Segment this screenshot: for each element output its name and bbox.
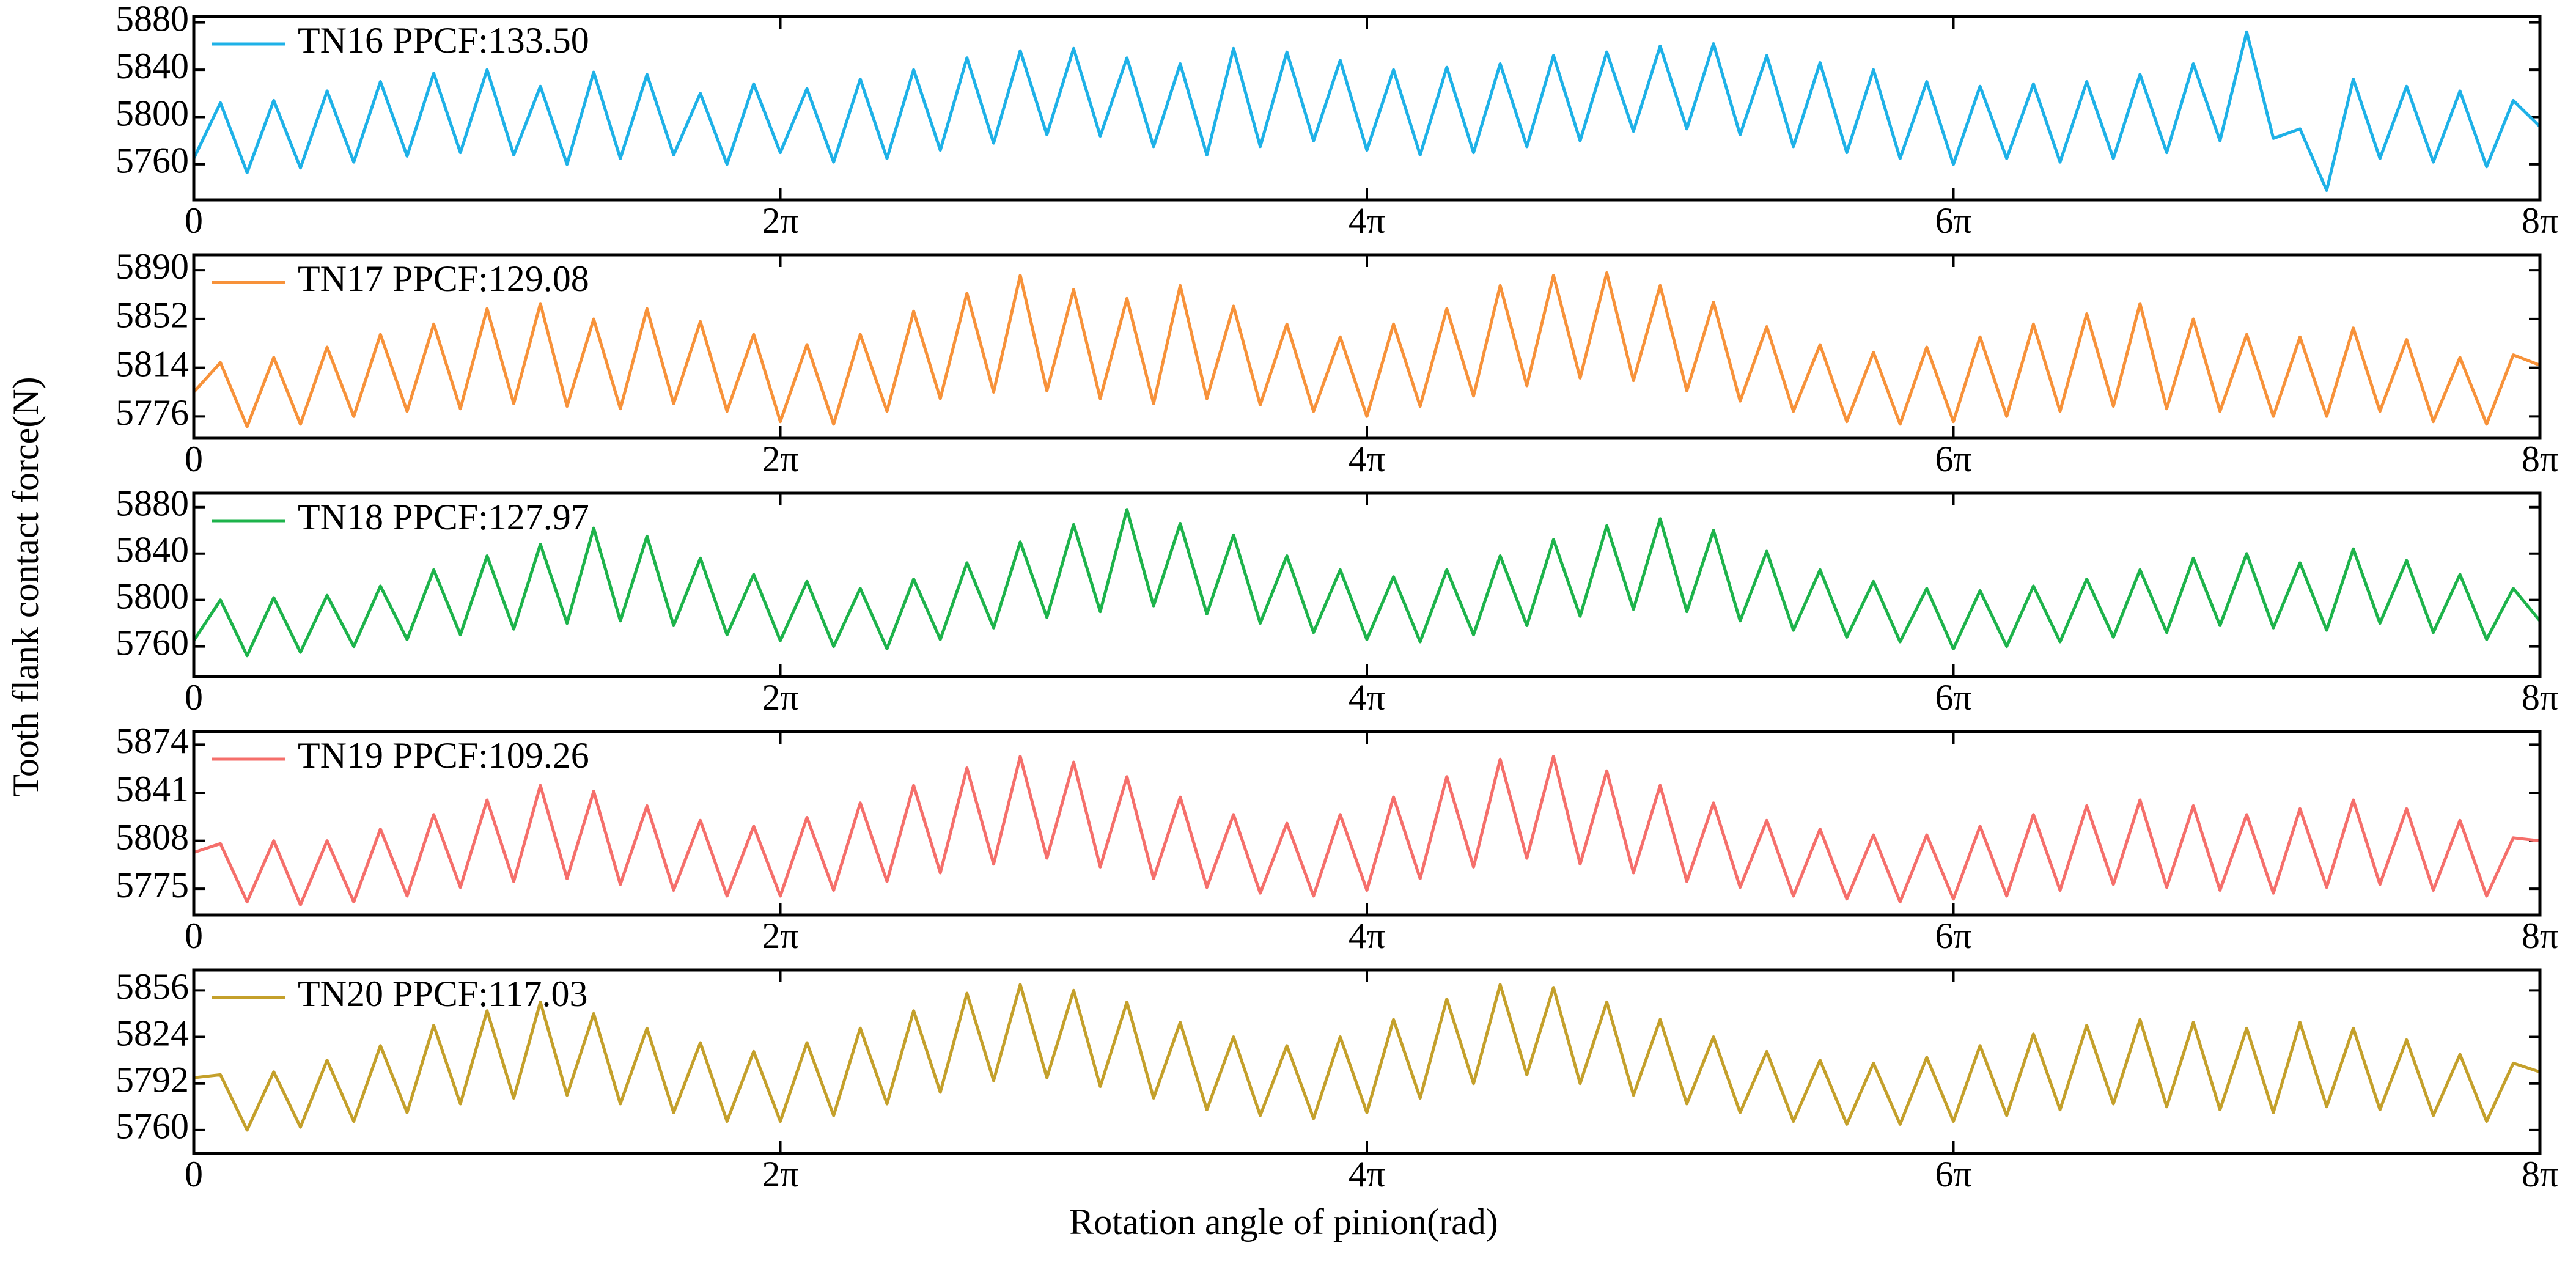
- x-tick-label: 6π: [1935, 1154, 1971, 1194]
- x-tick-label: 2π: [762, 200, 798, 241]
- x-tick-label: 4π: [1349, 916, 1385, 956]
- legend-label: TN18 PPCF:127.97: [298, 497, 589, 537]
- x-tick-label: 6π: [1935, 439, 1971, 479]
- x-tick-label: 2π: [762, 916, 798, 956]
- x-tick-label: 4π: [1349, 677, 1385, 718]
- series-line: [193, 271, 2541, 428]
- y-tick-label: 5775: [116, 865, 189, 905]
- plot-frame: [192, 15, 2542, 202]
- y-tick-label: 5856: [116, 966, 189, 1007]
- y-tick-label: 5760: [116, 141, 189, 181]
- x-tick-label: 8π: [2522, 677, 2558, 718]
- plot-frame: [192, 730, 2542, 917]
- x-tick-label: 6π: [1935, 200, 1971, 241]
- y-tick-label: 5800: [116, 93, 189, 133]
- x-tick-label: 2π: [762, 677, 798, 718]
- x-tick-label: 6π: [1935, 916, 1971, 956]
- x-tick-label: 0: [185, 916, 203, 956]
- y-tick-label: 5824: [116, 1013, 189, 1053]
- y-tick-label: 5760: [116, 622, 189, 663]
- x-tick-label: 8π: [2522, 200, 2558, 241]
- plot-frame: [192, 253, 2542, 440]
- y-tick-label: 5808: [116, 817, 189, 857]
- y-tick-label: 5841: [116, 769, 189, 809]
- y-tick-label: 5814: [116, 344, 189, 384]
- plot-frame: [192, 491, 2542, 678]
- y-tick-label: 5874: [116, 721, 189, 761]
- series-line: [193, 983, 2541, 1132]
- series-line: [193, 755, 2541, 906]
- x-tick-label: 4π: [1349, 439, 1385, 479]
- x-tick-label: 0: [185, 200, 203, 241]
- x-axis-label: Rotation angle of pinion(rad): [1069, 1202, 1498, 1242]
- x-tick-label: 6π: [1935, 677, 1971, 718]
- y-tick-label: 5800: [116, 576, 189, 616]
- legend-label: TN20 PPCF:117.03: [298, 974, 588, 1014]
- x-tick-label: 8π: [2522, 916, 2558, 956]
- y-tick-label: 5840: [116, 46, 189, 86]
- y-tick-label: 5776: [116, 392, 189, 433]
- y-tick-label: 5760: [116, 1106, 189, 1147]
- x-tick-label: 8π: [2522, 439, 2558, 479]
- legend-label: TN19 PPCF:109.26: [298, 735, 589, 776]
- x-tick-label: 0: [185, 677, 203, 718]
- x-tick-label: 4π: [1349, 200, 1385, 241]
- plot-frame: [192, 968, 2542, 1155]
- series-line: [192, 30, 2541, 192]
- x-tick-label: 0: [185, 1154, 203, 1194]
- legend-label: TN17 PPCF:129.08: [298, 259, 589, 299]
- legend-label: TN16 PPCF:133.50: [298, 20, 589, 61]
- x-tick-label: 2π: [762, 1154, 798, 1194]
- x-tick-label: 0: [185, 439, 203, 479]
- series-line: [192, 508, 2541, 658]
- y-tick-label: 5890: [116, 246, 189, 287]
- y-tick-label: 5840: [116, 529, 189, 570]
- y-tick-label: 5852: [116, 295, 189, 336]
- y-tick-label: 5880: [116, 483, 189, 524]
- x-tick-label: 2π: [762, 439, 798, 479]
- x-tick-label: 8π: [2522, 1154, 2558, 1194]
- x-tick-label: 4π: [1349, 1154, 1385, 1194]
- y-axis-label: Tooth flank contact force(N): [6, 377, 46, 796]
- y-tick-label: 5792: [116, 1059, 189, 1100]
- y-tick-label: 5880: [116, 0, 189, 39]
